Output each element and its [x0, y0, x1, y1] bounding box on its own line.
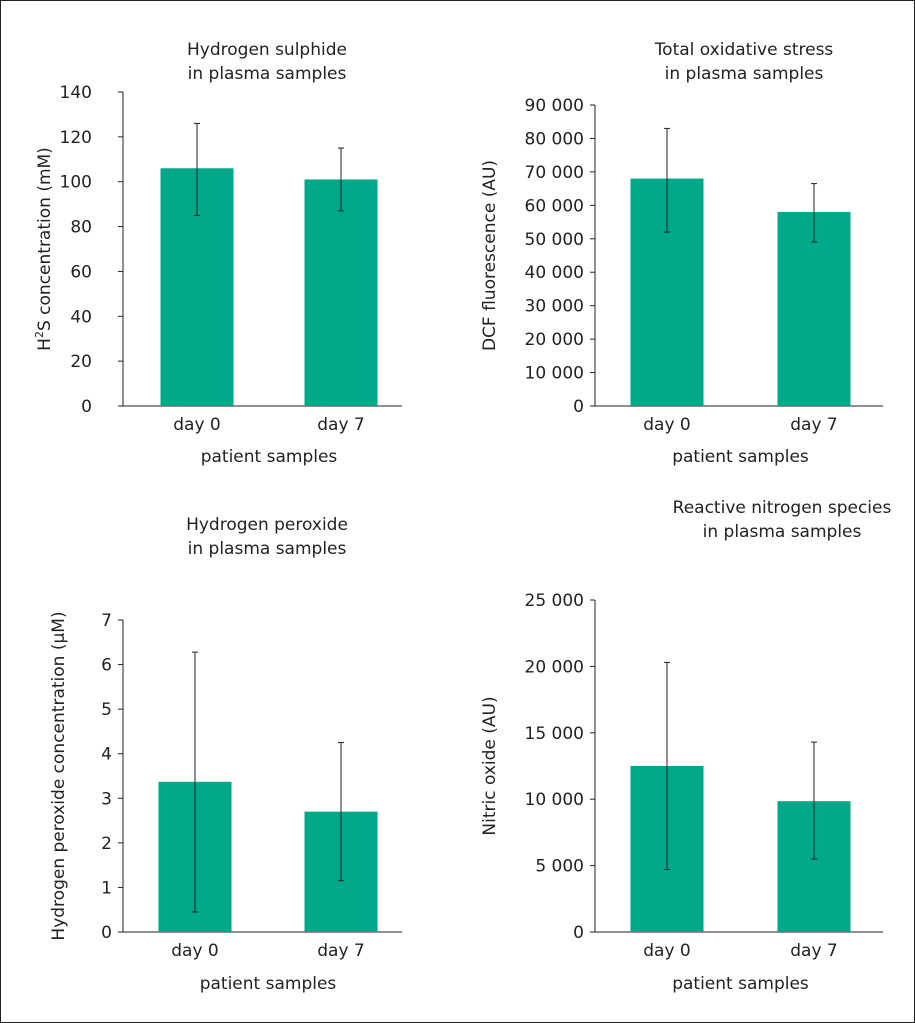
- y-tick-label: 80 000: [525, 129, 584, 149]
- chart-title: Reactive nitrogen species in plasma sampl…: [673, 498, 892, 542]
- y-tick-label: 60: [70, 262, 92, 282]
- y-tick-label: 80: [70, 218, 92, 238]
- y-tick-label: 30 000: [525, 297, 584, 317]
- y-axis-label: DCF fluorescence (AU): [480, 160, 500, 351]
- y-tick-label: 1: [101, 878, 112, 898]
- y-tick-label: 120: [60, 128, 92, 148]
- x-tick-label: day 0: [643, 415, 691, 435]
- chart-title: Hydrogen peroxide in plasma samples: [186, 515, 348, 559]
- x-tick-label: day 7: [317, 941, 365, 961]
- y-tick-label: 15 000: [525, 724, 584, 744]
- y-tick-label: 60 000: [525, 196, 584, 216]
- y-axis-label: Hydrogen peroxide concentration (μM): [49, 611, 69, 940]
- x-axis-label: patient samples: [672, 974, 809, 994]
- y-tick-label: 20 000: [525, 330, 584, 350]
- y-axis-label: Nitric oxide (AU): [480, 696, 500, 835]
- y-axis-label: H2S concentration (mM): [33, 147, 55, 351]
- x-tick-label: day 7: [790, 941, 838, 961]
- x-axis-label: patient samples: [200, 974, 337, 994]
- y-tick-label: 100: [60, 173, 92, 193]
- y-tick-label: 10 000: [525, 790, 584, 810]
- x-tick-label: day 0: [171, 941, 219, 961]
- y-tick-label: 50 000: [525, 230, 584, 250]
- y-tick-label: 25 000: [525, 591, 584, 611]
- y-tick-label: 40: [70, 307, 92, 327]
- y-tick-label: 7: [101, 611, 112, 631]
- y-tick-label: 40 000: [525, 263, 584, 283]
- x-tick-label: day 0: [643, 941, 691, 961]
- y-tick-label: 3: [101, 789, 112, 809]
- y-tick-label: 20 000: [525, 657, 584, 677]
- y-tick-label: 5: [101, 700, 112, 720]
- x-tick-label: day 0: [173, 415, 221, 435]
- bar: [777, 212, 851, 406]
- y-tick-label: 0: [573, 397, 584, 417]
- x-tick-label: day 7: [790, 415, 838, 435]
- y-tick-label: 0: [573, 923, 584, 943]
- y-tick-label: 0: [101, 923, 112, 943]
- chart-title: Total oxidative stress in plasma samples: [654, 40, 834, 84]
- y-tick-label: 2: [101, 834, 112, 854]
- y-tick-label: 10 000: [525, 364, 584, 384]
- y-tick-label: 20: [70, 352, 92, 372]
- y-tick-label: 140: [60, 83, 92, 103]
- y-tick-label: 5 000: [535, 857, 584, 877]
- y-tick-label: 6: [101, 656, 112, 676]
- x-tick-label: day 7: [317, 415, 365, 435]
- x-axis-label: patient samples: [672, 447, 809, 467]
- chart-title: Hydrogen sulphide in plasma samples: [187, 40, 347, 84]
- bar: [304, 179, 378, 406]
- y-tick-label: 4: [101, 745, 112, 765]
- y-tick-label: 70 000: [525, 163, 584, 183]
- x-axis-label: patient samples: [201, 447, 338, 467]
- y-tick-label: 90 000: [525, 96, 584, 116]
- y-tick-label: 0: [81, 397, 92, 417]
